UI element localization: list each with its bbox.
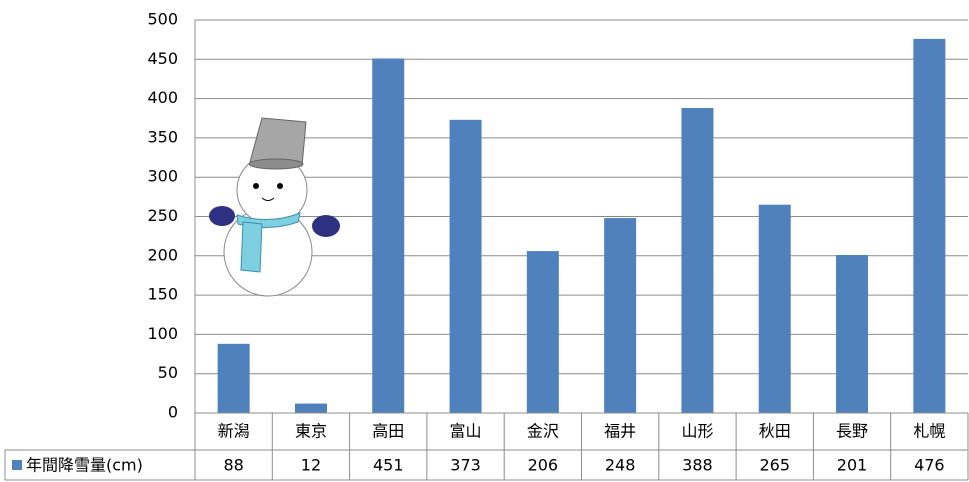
y-tick-label: 400	[147, 88, 178, 107]
table-value: 476	[914, 456, 945, 475]
x-tick-label: 秋田	[759, 422, 791, 441]
legend-swatch	[12, 460, 22, 470]
y-tick-label: 200	[147, 245, 178, 264]
table-value: 388	[682, 456, 713, 475]
x-tick-label: 長野	[836, 422, 868, 441]
bar	[526, 251, 559, 413]
bar	[449, 119, 482, 414]
y-tick-label: 250	[147, 206, 178, 225]
x-tick-label: 新潟	[218, 422, 250, 441]
bar	[217, 343, 250, 413]
bar	[294, 403, 327, 413]
table-value: 12	[301, 456, 321, 475]
bar	[836, 255, 869, 413]
table-value: 373	[450, 456, 481, 475]
table-value: 88	[223, 456, 243, 475]
x-tick-label: 山形	[681, 422, 713, 441]
y-tick-label: 300	[147, 167, 178, 186]
table-value: 248	[605, 456, 636, 475]
bar	[372, 58, 405, 413]
y-tick-label: 500	[147, 10, 178, 29]
snowman-illustration	[209, 117, 340, 297]
x-tick-label: 東京	[295, 422, 327, 441]
table-value: 201	[837, 456, 868, 475]
bar	[681, 108, 714, 414]
x-tick-label: 富山	[450, 422, 482, 441]
x-tick-label: 福井	[604, 422, 636, 441]
bar	[758, 204, 791, 413]
y-tick-label: 0	[168, 403, 178, 422]
y-tick-label: 100	[147, 324, 178, 343]
x-tick-label: 高田	[372, 422, 404, 441]
table-value: 265	[759, 456, 790, 475]
x-tick-label: 札幌	[913, 422, 945, 441]
legend-label: 年間降雪量(cm)	[26, 456, 143, 475]
bar	[604, 218, 637, 413]
y-tick-label: 150	[147, 285, 178, 304]
y-tick-label: 350	[147, 127, 178, 146]
table-value: 451	[373, 456, 404, 475]
bar	[913, 38, 946, 413]
y-tick-label: 50	[158, 363, 178, 382]
x-tick-label: 金沢	[527, 422, 559, 441]
table-value: 206	[528, 456, 559, 475]
y-tick-label: 450	[147, 49, 178, 68]
